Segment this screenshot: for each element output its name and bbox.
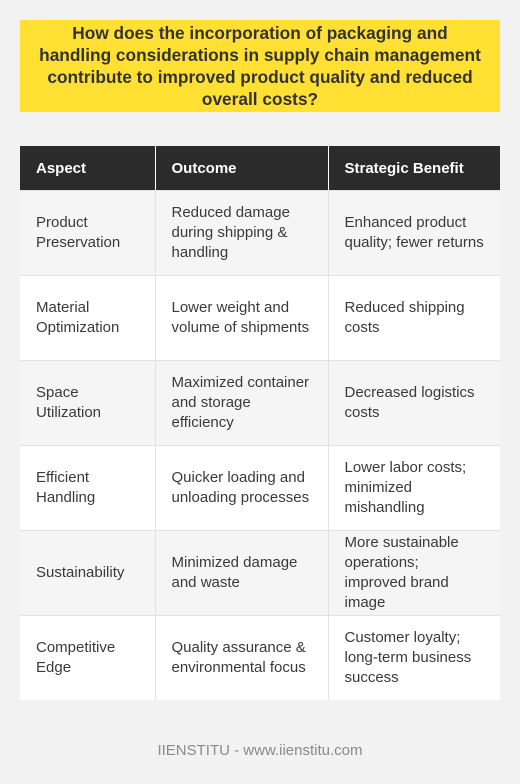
cell-benefit: Enhanced product quality; fewer returns [328, 190, 500, 276]
cell-aspect: Competitive Edge [20, 615, 156, 700]
table-header-row: Aspect Outcome Strategic Benefit [20, 146, 500, 191]
cell-aspect: Product Preservation [20, 190, 156, 276]
footer-credit: IIENSTITU - www.iienstitu.com [157, 742, 363, 759]
table-row: Material Optimization Lower weight and v… [20, 275, 500, 361]
cell-aspect: Material Optimization [20, 275, 156, 361]
cell-outcome: Quality assurance & environmental focus [155, 615, 329, 700]
cell-benefit: Decreased logistics costs [328, 360, 500, 446]
comparison-table: Aspect Outcome Strategic Benefit Product… [20, 146, 500, 700]
cell-outcome: Quicker loading and unloading processes [155, 445, 329, 531]
cell-aspect: Sustainability [20, 530, 156, 616]
question-banner: How does the incorporation of packaging … [20, 20, 500, 112]
cell-benefit: Reduced shipping costs [328, 275, 500, 361]
cell-benefit: Customer loyalty; long-term business suc… [328, 615, 500, 700]
table-row: Space Utilization Maximized container an… [20, 360, 500, 446]
header-outcome: Outcome [155, 146, 329, 191]
question-text: How does the incorporation of packaging … [39, 23, 481, 109]
cell-outcome: Reduced damage during shipping & handlin… [155, 190, 329, 276]
header-aspect: Aspect [20, 146, 156, 191]
table-row: Sustainability Minimized damage and wast… [20, 530, 500, 616]
cell-aspect: Space Utilization [20, 360, 156, 446]
header-strategic-benefit: Strategic Benefit [328, 146, 500, 191]
cell-outcome: Maximized container and storage efficien… [155, 360, 329, 446]
table-row: Competitive Edge Quality assurance & env… [20, 615, 500, 700]
cell-aspect: Efficient Handling [20, 445, 156, 531]
cell-outcome: Minimized damage and waste [155, 530, 329, 616]
table-row: Efficient Handling Quicker loading and u… [20, 445, 500, 531]
cell-benefit: Lower labor costs; minimized mishandling [328, 445, 500, 531]
table-row: Product Preservation Reduced damage duri… [20, 190, 500, 276]
cell-outcome: Lower weight and volume of shipments [155, 275, 329, 361]
cell-benefit: More sustainable operations; improved br… [328, 530, 500, 616]
